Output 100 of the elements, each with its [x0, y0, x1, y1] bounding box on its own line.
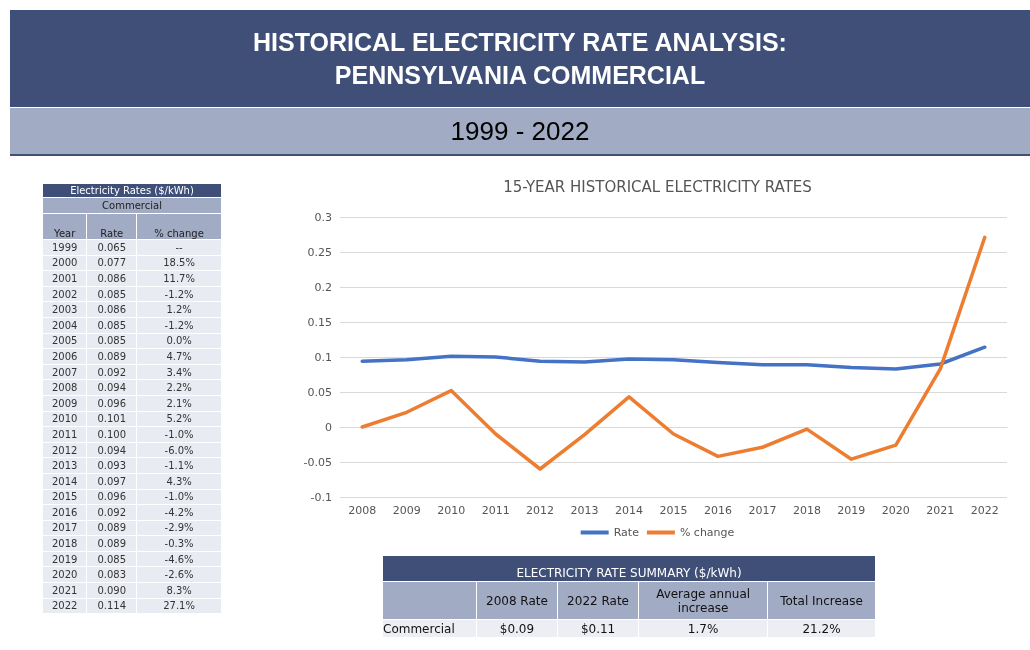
text: 27.1% [136, 598, 222, 614]
text: 0.094 [86, 442, 137, 458]
line-series [360, 345, 987, 371]
legend-label: % change [679, 526, 735, 539]
text: 0.096 [86, 395, 137, 412]
text: 0.086 [86, 301, 137, 318]
chart-title: 15-YEAR HISTORICAL ELECTRICITY RATES [503, 177, 812, 196]
text: -1.1% [136, 457, 222, 474]
text: 2001 [42, 270, 87, 287]
text: 3.4% [136, 364, 222, 380]
text: 2000 [42, 255, 87, 271]
text: 2009 [42, 395, 87, 412]
text: HISTORICAL ELECTRICITY RATE ANALYSIS: PENNSYLVANIA COMMERCIAL [252, 26, 788, 91]
text: 0.094 [86, 379, 137, 396]
text: -1.0% [136, 426, 222, 443]
text: 2002 [42, 286, 87, 302]
text: 0.085 [86, 551, 137, 567]
text: $0.09 [476, 619, 558, 638]
text: 0.114 [86, 598, 137, 614]
text: 0.092 [86, 504, 137, 521]
text: 0.077 [86, 255, 137, 271]
text: 0.086 [86, 270, 137, 287]
text: 2004 [42, 317, 87, 334]
text: -1.0% [136, 489, 222, 505]
x-tick-label: 2008 [348, 504, 377, 517]
text: 0.089 [86, 520, 137, 536]
text: 5.2% [136, 411, 222, 427]
text: -- [136, 239, 222, 256]
x-tick-label: 2019 [837, 504, 866, 517]
text: -1.2% [136, 317, 222, 334]
text: 2.2% [136, 379, 222, 396]
text: Rate [86, 213, 137, 240]
text: 2007 [42, 364, 87, 380]
text: -1.2% [136, 286, 222, 302]
text: Total Increase [767, 581, 876, 620]
text: 2010 [42, 411, 87, 427]
text: -4.2% [136, 504, 222, 521]
text: 2008 Rate [476, 581, 558, 620]
text: $0.11 [557, 619, 639, 638]
text: 2022 Rate [557, 581, 639, 620]
text: 2019 [42, 551, 87, 567]
text: 0.090 [86, 582, 137, 599]
text: Year [42, 213, 87, 240]
text: 4.3% [136, 473, 222, 489]
text: 0.085 [86, 317, 137, 334]
text: 2012 [42, 442, 87, 458]
y-tick-label: -0.05 [303, 455, 332, 469]
text: 2022 [42, 598, 87, 614]
y-tick-label: -0.1 [310, 490, 332, 504]
x-tick-label: 2014 [615, 504, 644, 517]
text: 0.085 [86, 286, 137, 302]
x-tick-label: 2016 [703, 504, 732, 517]
text: ELECTRICITY RATE SUMMARY ($/kWh) [382, 555, 876, 582]
text: Electricity Rates ($/kWh) [42, 183, 222, 198]
text: 2011 [42, 426, 87, 443]
text: 2021 [42, 582, 87, 599]
text: 11.7% [136, 270, 222, 287]
x-tick-label: 2021 [926, 504, 955, 517]
x-tick-label: 2020 [881, 504, 910, 517]
text: 0.096 [86, 489, 137, 505]
text: 2020 [42, 566, 87, 583]
x-tick-label: 2012 [526, 504, 555, 517]
text: 0.101 [86, 411, 137, 427]
x-tick-label: 2013 [570, 504, 599, 517]
x-tick-label: 2017 [748, 504, 777, 517]
text: -0.3% [136, 535, 222, 552]
y-tick-label: 0 [325, 420, 332, 434]
y-tick-label: 0.3 [314, 210, 332, 224]
text: 8.3% [136, 582, 222, 599]
text: -2.9% [136, 520, 222, 536]
text: % change [136, 213, 222, 240]
text: Average annual increase [638, 581, 768, 620]
x-tick-label: 2022 [970, 504, 999, 517]
text: 2008 [42, 379, 87, 396]
text: 2014 [42, 473, 87, 489]
text: 1.7% [638, 619, 768, 638]
text: -6.0% [136, 442, 222, 458]
legend-label: Rate [613, 526, 640, 539]
text: 0.100 [86, 426, 137, 443]
text: Commercial [42, 197, 222, 214]
text: -2.6% [136, 566, 222, 583]
x-tick-label: 2018 [792, 504, 821, 517]
y-tick-label: 0.15 [307, 315, 332, 329]
text: 2013 [42, 457, 87, 474]
x-tick-label: 2010 [437, 504, 466, 517]
y-tick-label: 0.05 [307, 385, 332, 399]
text: 0.083 [86, 566, 137, 583]
text: 2017 [42, 520, 87, 536]
text: 2015 [42, 489, 87, 505]
text: 0.093 [86, 457, 137, 474]
text: 0.085 [86, 333, 137, 349]
text: 0.0% [136, 333, 222, 349]
text: 0.097 [86, 473, 137, 489]
x-tick-label: 2009 [392, 504, 421, 517]
line-series [360, 235, 987, 471]
text: 21.2% [767, 619, 876, 638]
text: 1999 - 2022 [10, 108, 1030, 156]
text: 1.2% [136, 301, 222, 318]
text: -4.6% [136, 551, 222, 567]
y-tick-label: 0.2 [314, 280, 332, 294]
